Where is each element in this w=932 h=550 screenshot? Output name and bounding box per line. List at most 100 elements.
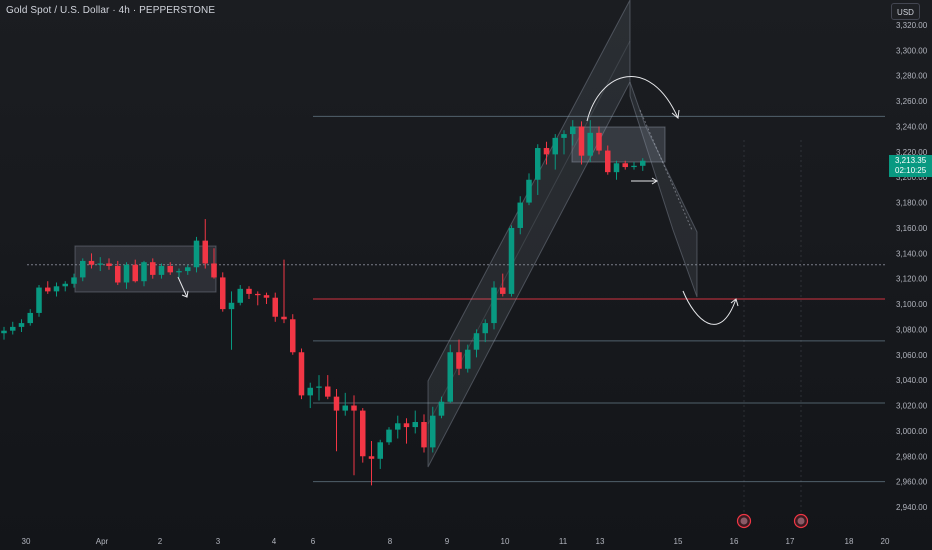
last-price-badge: 3,213.35 02:10:25 (889, 155, 932, 177)
event-icon[interactable] (793, 513, 809, 529)
candle (473, 329, 480, 358)
candle (18, 319, 25, 332)
y-tick-label: 3,260.00 (896, 97, 928, 106)
candle (333, 389, 340, 452)
y-tick-label: 3,320.00 (896, 21, 928, 30)
candle (62, 281, 68, 292)
candle (535, 144, 541, 195)
arrowhead-small-1 (181, 290, 189, 298)
candle (141, 260, 147, 287)
candle (27, 309, 33, 326)
y-axis[interactable]: 3,320.00 3,300.00 3,280.00 3,260.00 3,240.00… (896, 21, 928, 512)
candle (290, 314, 296, 355)
candle-body (482, 323, 488, 334)
x-axis[interactable]: 30 Apr 2 3 4 6 8 9 10 11 13 15 16 17 18 20 (22, 537, 890, 546)
candle (578, 121, 585, 165)
candle-body (1, 330, 7, 334)
candle (298, 348, 305, 400)
candle (552, 134, 558, 170)
candle (307, 382, 313, 409)
candle-body (535, 148, 541, 180)
candle-body (97, 263, 103, 265)
candle (360, 408, 366, 463)
candle-body (368, 456, 375, 459)
candle (158, 263, 165, 279)
candle (281, 259, 287, 324)
candle (97, 257, 103, 272)
candle-body (526, 179, 532, 203)
arrowhead-top (671, 109, 680, 119)
x-tick-label: 9 (445, 537, 450, 546)
candle-body (36, 287, 42, 313)
candle (10, 321, 16, 335)
candle (80, 258, 86, 282)
arrow-small-1 (177, 276, 188, 298)
candle (211, 248, 217, 279)
candle (106, 258, 112, 270)
projected-dashed-path (639, 109, 693, 231)
currency-button[interactable]: USD (891, 3, 920, 20)
candle (342, 392, 348, 416)
candle (613, 160, 620, 180)
candle (316, 375, 322, 401)
drawings (74, 0, 802, 518)
candle-body (447, 352, 453, 402)
candle-body (45, 287, 51, 292)
candle-body (552, 137, 558, 155)
candle-body (508, 227, 515, 294)
candle (228, 291, 235, 350)
candle-body (316, 386, 322, 388)
y-tick-label: 3,060.00 (896, 351, 928, 360)
candle-body (500, 287, 506, 294)
curved-arrow-bottom (682, 290, 737, 325)
candle-body (290, 319, 296, 353)
candle-body (543, 148, 550, 155)
x-tick-label: 6 (311, 537, 316, 546)
candle-body (150, 262, 156, 275)
candle-body (18, 323, 25, 327)
last-price: 3,213.35 (895, 156, 927, 165)
candle (465, 344, 471, 373)
candle (517, 196, 523, 235)
candle-body (10, 326, 16, 331)
candle-body (517, 202, 523, 228)
candle-body (465, 349, 471, 369)
candle-body (333, 396, 340, 411)
candle-body (456, 352, 462, 369)
candle-body (307, 387, 313, 396)
ascending-channel[interactable] (427, 0, 631, 468)
x-tick-label: 3 (216, 537, 221, 546)
candle (500, 273, 506, 297)
candle-body (622, 163, 628, 168)
y-tick-label: 3,280.00 (896, 72, 928, 81)
candle (368, 441, 375, 486)
candle-body (360, 410, 366, 457)
candle (456, 339, 462, 376)
candle (123, 262, 130, 289)
candle-body (228, 302, 235, 310)
candle-body (158, 266, 165, 275)
projected-down-channel[interactable] (629, 81, 698, 298)
x-tick-label: 17 (786, 537, 795, 546)
candle-body (106, 263, 112, 266)
candle (246, 286, 252, 299)
candle-body (115, 266, 121, 283)
x-tick-label: 18 (845, 537, 854, 546)
candle (570, 120, 576, 146)
x-tick-label: 13 (596, 537, 605, 546)
candle (491, 281, 497, 330)
x-tick-label: 10 (501, 537, 510, 546)
horizontal-levels (27, 115, 885, 483)
candle (115, 260, 121, 286)
candle (631, 161, 637, 170)
candle-body (220, 277, 226, 310)
event-markers[interactable] (736, 513, 809, 529)
candle (403, 418, 410, 444)
y-tick-label: 3,160.00 (896, 224, 928, 233)
candle (272, 292, 278, 322)
curved-arrow-top (586, 76, 679, 122)
candle (526, 173, 532, 206)
event-icon[interactable] (736, 513, 752, 529)
